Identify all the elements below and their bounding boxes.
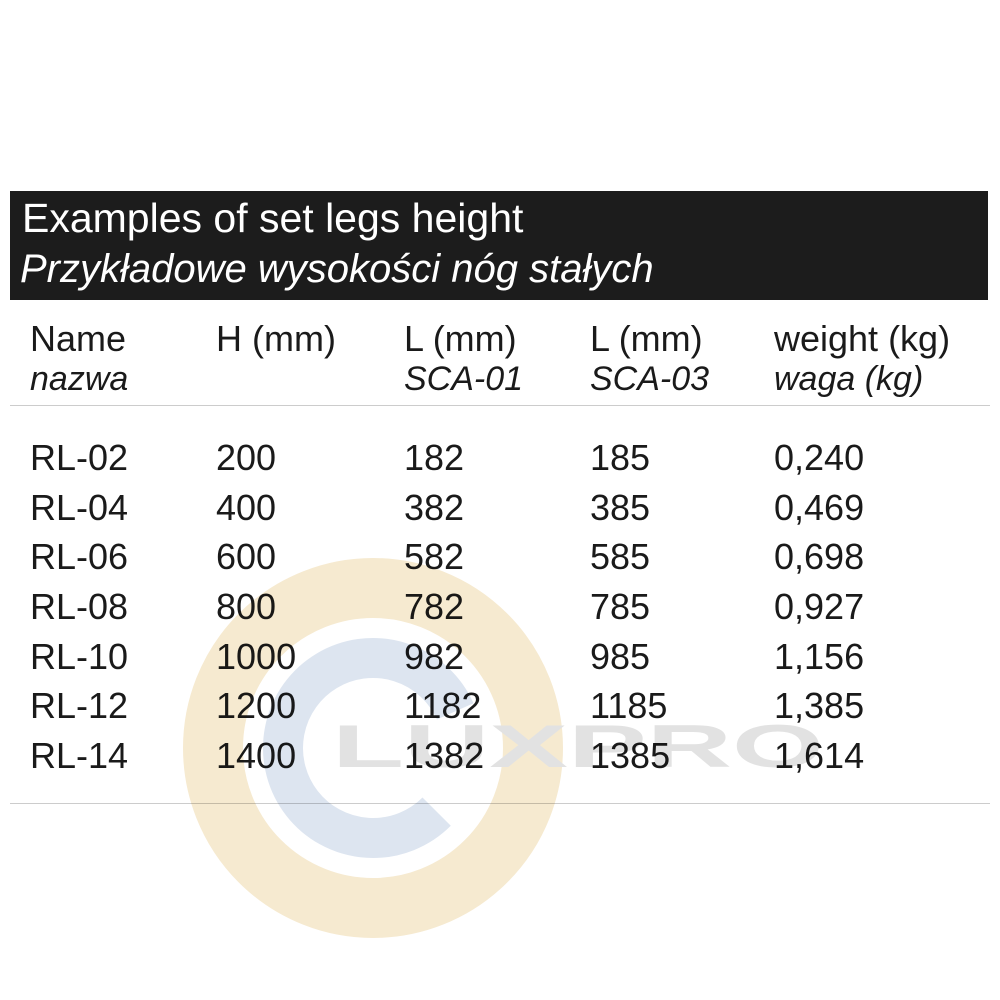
svg-text:LUXPRO: LUXPRO xyxy=(332,713,824,780)
